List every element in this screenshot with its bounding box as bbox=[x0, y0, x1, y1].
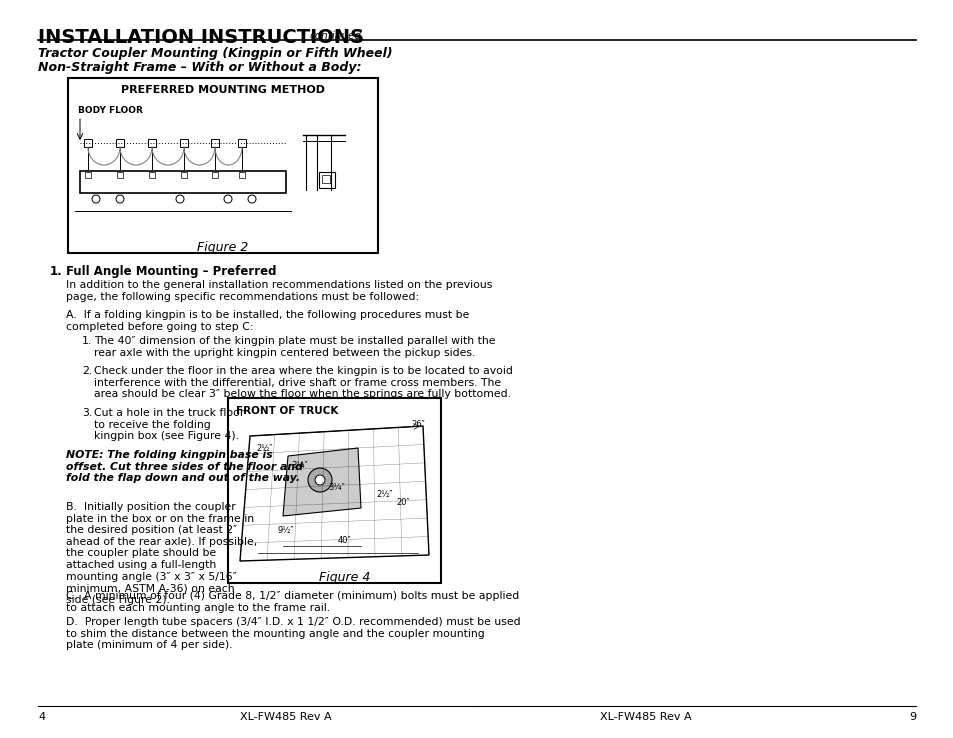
Text: 40″: 40″ bbox=[337, 536, 352, 545]
Text: NOTE: The folding kingpin base is
offset. Cut three sides of the floor and
fold : NOTE: The folding kingpin base is offset… bbox=[66, 450, 302, 483]
Text: 1.: 1. bbox=[82, 336, 92, 346]
Text: C.  A minimum of four (4) Grade 8, 1/2″ diameter (minimum) bolts must be applied: C. A minimum of four (4) Grade 8, 1/2″ d… bbox=[66, 591, 518, 613]
Text: BODY FLOOR: BODY FLOOR bbox=[78, 106, 143, 115]
Bar bbox=[68, 78, 377, 253]
Text: 2½″: 2½″ bbox=[255, 444, 273, 453]
Circle shape bbox=[248, 195, 255, 203]
Text: 9½″: 9½″ bbox=[277, 526, 294, 535]
Polygon shape bbox=[283, 448, 360, 516]
Text: XL-FW485 Rev A: XL-FW485 Rev A bbox=[599, 712, 691, 722]
Text: Figure 4: Figure 4 bbox=[318, 571, 370, 584]
Bar bbox=[116, 139, 124, 147]
Text: 4: 4 bbox=[38, 712, 45, 722]
Text: B.  Initially position the coupler
plate in the box or on the frame in
the desir: B. Initially position the coupler plate … bbox=[66, 502, 257, 605]
Circle shape bbox=[91, 195, 100, 203]
Text: D.  Proper length tube spacers (3/4″ I.D. x 1 1/2″ O.D. recommended) must be use: D. Proper length tube spacers (3/4″ I.D.… bbox=[66, 617, 520, 650]
Text: INSTALLATION INSTRUCTIONS: INSTALLATION INSTRUCTIONS bbox=[38, 28, 364, 47]
Text: 3¼″: 3¼″ bbox=[328, 483, 344, 492]
Text: 1.: 1. bbox=[50, 265, 63, 278]
Text: continued: continued bbox=[310, 31, 361, 41]
Bar bbox=[148, 139, 156, 147]
Text: XL-FW485 Rev A: XL-FW485 Rev A bbox=[240, 712, 332, 722]
Bar bbox=[318, 172, 335, 188]
Bar bbox=[85, 172, 91, 178]
Text: 2.: 2. bbox=[82, 366, 92, 376]
Circle shape bbox=[314, 475, 325, 485]
Bar bbox=[212, 172, 218, 178]
Circle shape bbox=[175, 195, 184, 203]
Circle shape bbox=[308, 468, 332, 492]
Bar bbox=[181, 172, 187, 178]
Text: 3¼″: 3¼″ bbox=[291, 461, 308, 470]
Bar bbox=[117, 172, 123, 178]
Text: 9: 9 bbox=[908, 712, 915, 722]
Text: Non-Straight Frame – With or Without a Body:: Non-Straight Frame – With or Without a B… bbox=[38, 61, 361, 74]
Text: Full Angle Mounting – Preferred: Full Angle Mounting – Preferred bbox=[66, 265, 276, 278]
Circle shape bbox=[224, 195, 232, 203]
Bar bbox=[228, 398, 440, 583]
Text: Figure 2: Figure 2 bbox=[197, 241, 249, 254]
Text: FRONT OF TRUCK: FRONT OF TRUCK bbox=[235, 406, 338, 416]
Text: 26″: 26″ bbox=[411, 420, 424, 429]
Bar bbox=[211, 139, 219, 147]
Text: Check under the floor in the area where the kingpin is to be located to avoid
in: Check under the floor in the area where … bbox=[94, 366, 513, 399]
Text: In addition to the general installation recommendations listed on the previous
p: In addition to the general installation … bbox=[66, 280, 492, 302]
Text: A.  If a folding kingpin is to be installed, the following procedures must be
co: A. If a folding kingpin is to be install… bbox=[66, 310, 469, 331]
Text: Tractor Coupler Mounting (Kingpin or Fifth Wheel): Tractor Coupler Mounting (Kingpin or Fif… bbox=[38, 47, 393, 60]
Bar bbox=[322, 175, 330, 183]
Text: 2½″: 2½″ bbox=[375, 490, 392, 499]
Text: Cut a hole in the truck floor
to receive the folding
kingpin box (see Figure 4).: Cut a hole in the truck floor to receive… bbox=[94, 408, 244, 441]
Bar bbox=[180, 139, 188, 147]
Bar bbox=[84, 139, 91, 147]
Text: The 40″ dimension of the kingpin plate must be installed parallel with the
rear : The 40″ dimension of the kingpin plate m… bbox=[94, 336, 495, 358]
Bar bbox=[149, 172, 154, 178]
Circle shape bbox=[116, 195, 124, 203]
Bar bbox=[80, 171, 286, 193]
Text: 20″: 20″ bbox=[395, 498, 409, 507]
Text: 3.: 3. bbox=[82, 408, 92, 418]
Bar bbox=[237, 139, 246, 147]
Bar bbox=[239, 172, 245, 178]
Text: PREFERRED MOUNTING METHOD: PREFERRED MOUNTING METHOD bbox=[121, 85, 325, 95]
